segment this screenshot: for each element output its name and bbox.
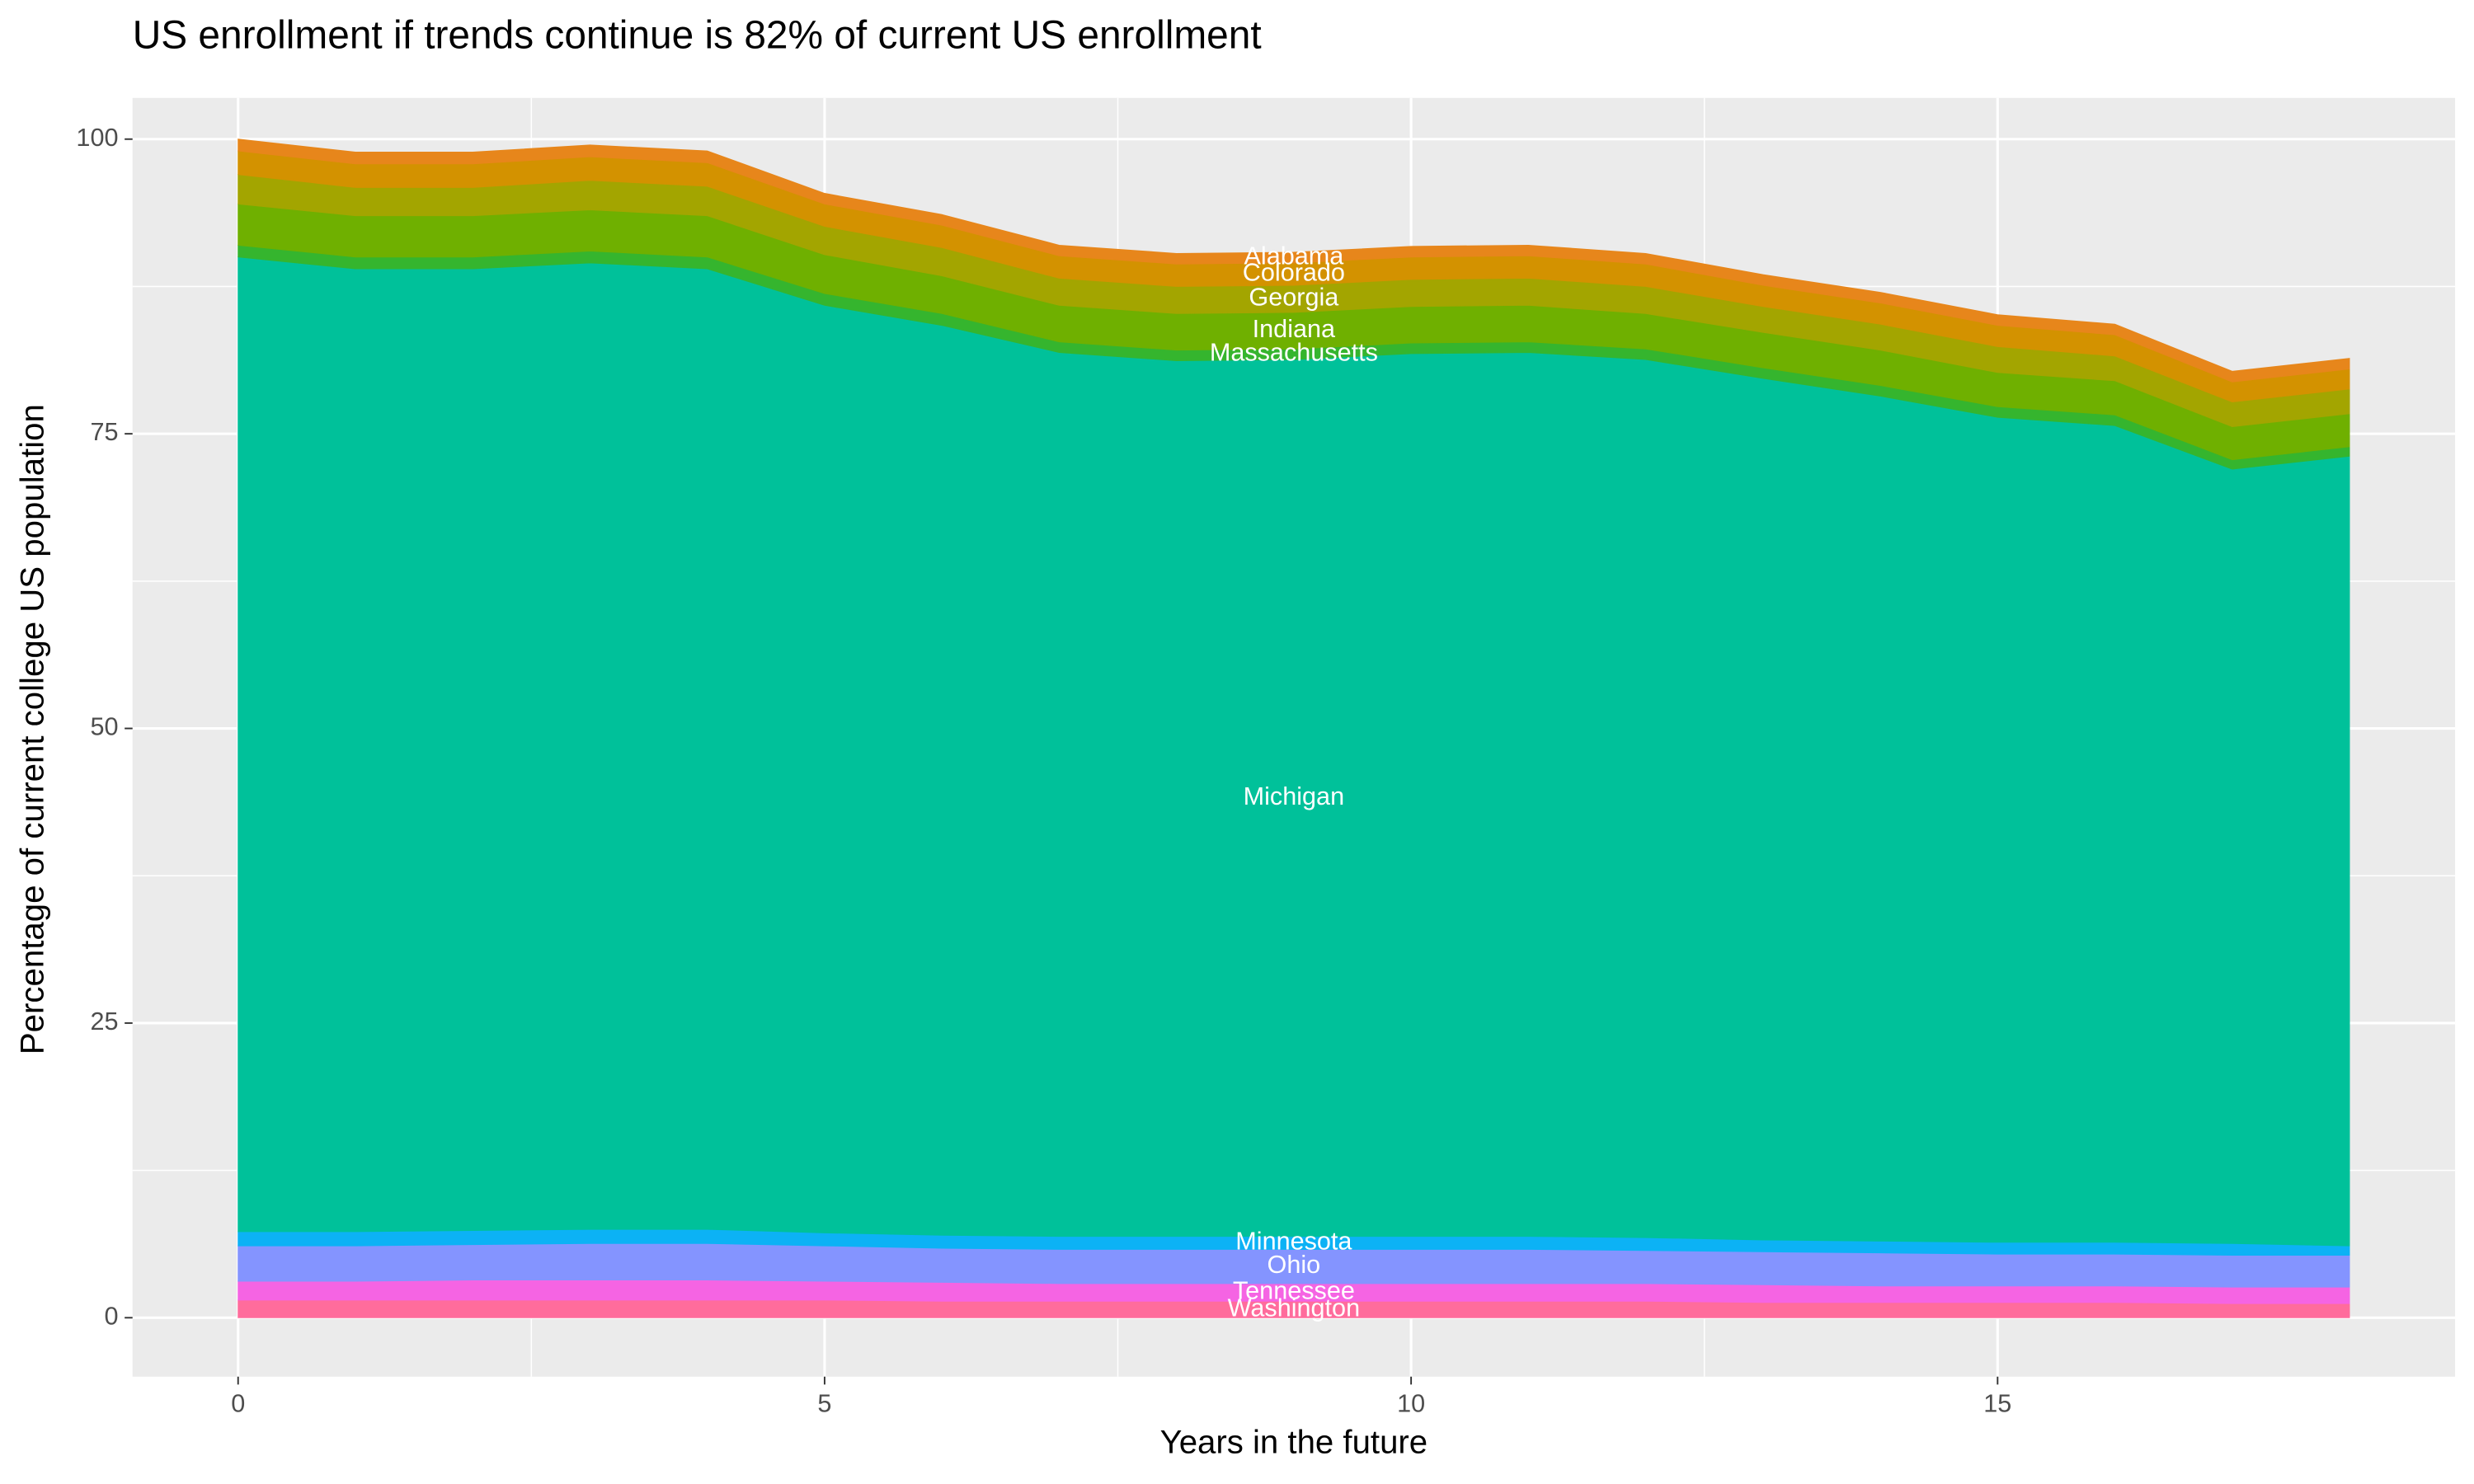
y-tick-label: 25 — [90, 1007, 118, 1036]
series-label: Massachusetts — [1210, 339, 1378, 367]
x-tick-label: 5 — [817, 1389, 831, 1417]
y-tick-label: 50 — [90, 713, 118, 741]
series-label: Alabama — [1244, 242, 1344, 270]
chart-title: US enrollment if trends continue is 82% … — [133, 14, 1262, 58]
series-label: Indiana — [1253, 315, 1336, 343]
x-axis-label: Years in the future — [1160, 1424, 1428, 1461]
x-tick-label: 15 — [1983, 1389, 2011, 1417]
series-label: Ohio — [1268, 1251, 1321, 1279]
y-tick-label: 75 — [90, 418, 118, 446]
y-axis-label: Percentage of current college US populat… — [14, 404, 51, 1054]
area — [238, 139, 2350, 383]
series-label: Georgia — [1249, 284, 1339, 312]
y-tick-label: 0 — [104, 1302, 118, 1330]
x-tick-label: 10 — [1397, 1389, 1425, 1417]
x-tick-label: 0 — [231, 1389, 245, 1417]
series-label: Tennessee — [1233, 1277, 1355, 1305]
series-label: Minnesota — [1235, 1228, 1352, 1256]
series-label: Washington — [1228, 1294, 1360, 1322]
series-label: Michigan — [1244, 782, 1344, 810]
series-label: Colorado — [1243, 259, 1345, 287]
y-tick-label: 100 — [76, 124, 118, 152]
